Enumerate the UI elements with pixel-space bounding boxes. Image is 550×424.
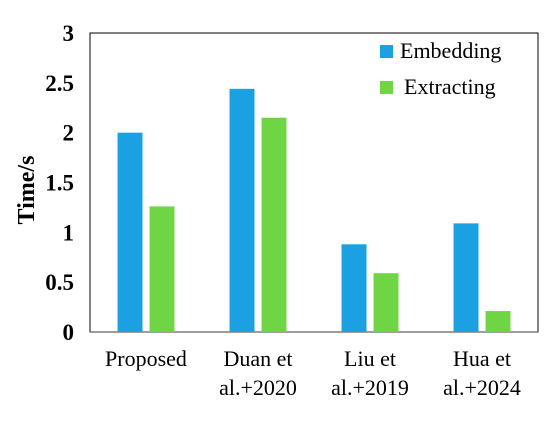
x-axis-labels: Proposed Duan et al.+2020 Liu et al.+2019 Hua…: [105, 346, 521, 400]
x-category-label: Proposed: [105, 346, 187, 371]
y-tick-label: 0.5: [45, 270, 74, 295]
y-axis-ticks: 0 0.5 1 1.5 2 2.5 3: [45, 21, 74, 345]
bar-embedding-0: [117, 132, 143, 332]
x-category-label-line: Proposed: [105, 346, 187, 371]
bar-extracting-2: [373, 273, 399, 332]
x-category-label: Liu et al.+2019: [331, 346, 409, 400]
y-axis-title: Time/s: [14, 156, 40, 225]
x-category-label-line: al.+2019: [331, 375, 409, 400]
legend-label-extracting: Extracting: [404, 74, 496, 99]
x-category-label-line: Hua et: [453, 346, 511, 371]
x-category-label: Duan et al.+2020: [219, 346, 297, 400]
y-tick-label: 2: [63, 121, 75, 146]
bar-extracting-3: [485, 311, 511, 332]
legend-swatch-extracting: [380, 81, 393, 94]
legend-swatch-embedding: [380, 45, 393, 58]
x-category-label-line: al.+2024: [443, 375, 521, 400]
bar-extracting-0: [149, 206, 175, 332]
bar-extracting-1: [261, 117, 287, 332]
y-tick-label: 1: [63, 220, 75, 245]
legend: Embedding Extracting: [380, 38, 501, 99]
bar-series: [117, 88, 511, 333]
x-category-label-line: Duan et: [223, 346, 292, 371]
bar-embedding-3: [453, 223, 479, 332]
y-tick-label: 2.5: [45, 71, 74, 96]
x-category-label-line: al.+2020: [219, 375, 297, 400]
legend-label-embedding: Embedding: [400, 38, 501, 63]
x-category-label-line: Liu et: [344, 346, 396, 371]
bar-embedding-2: [341, 244, 367, 332]
bar-embedding-1: [229, 88, 255, 333]
y-tick-label: 0: [63, 320, 75, 345]
x-category-label: Hua et al.+2024: [443, 346, 521, 400]
y-axis-title-group: Time/s: [14, 156, 40, 225]
y-tick-label: 1.5: [45, 171, 74, 196]
y-tick-label: 3: [63, 21, 75, 46]
